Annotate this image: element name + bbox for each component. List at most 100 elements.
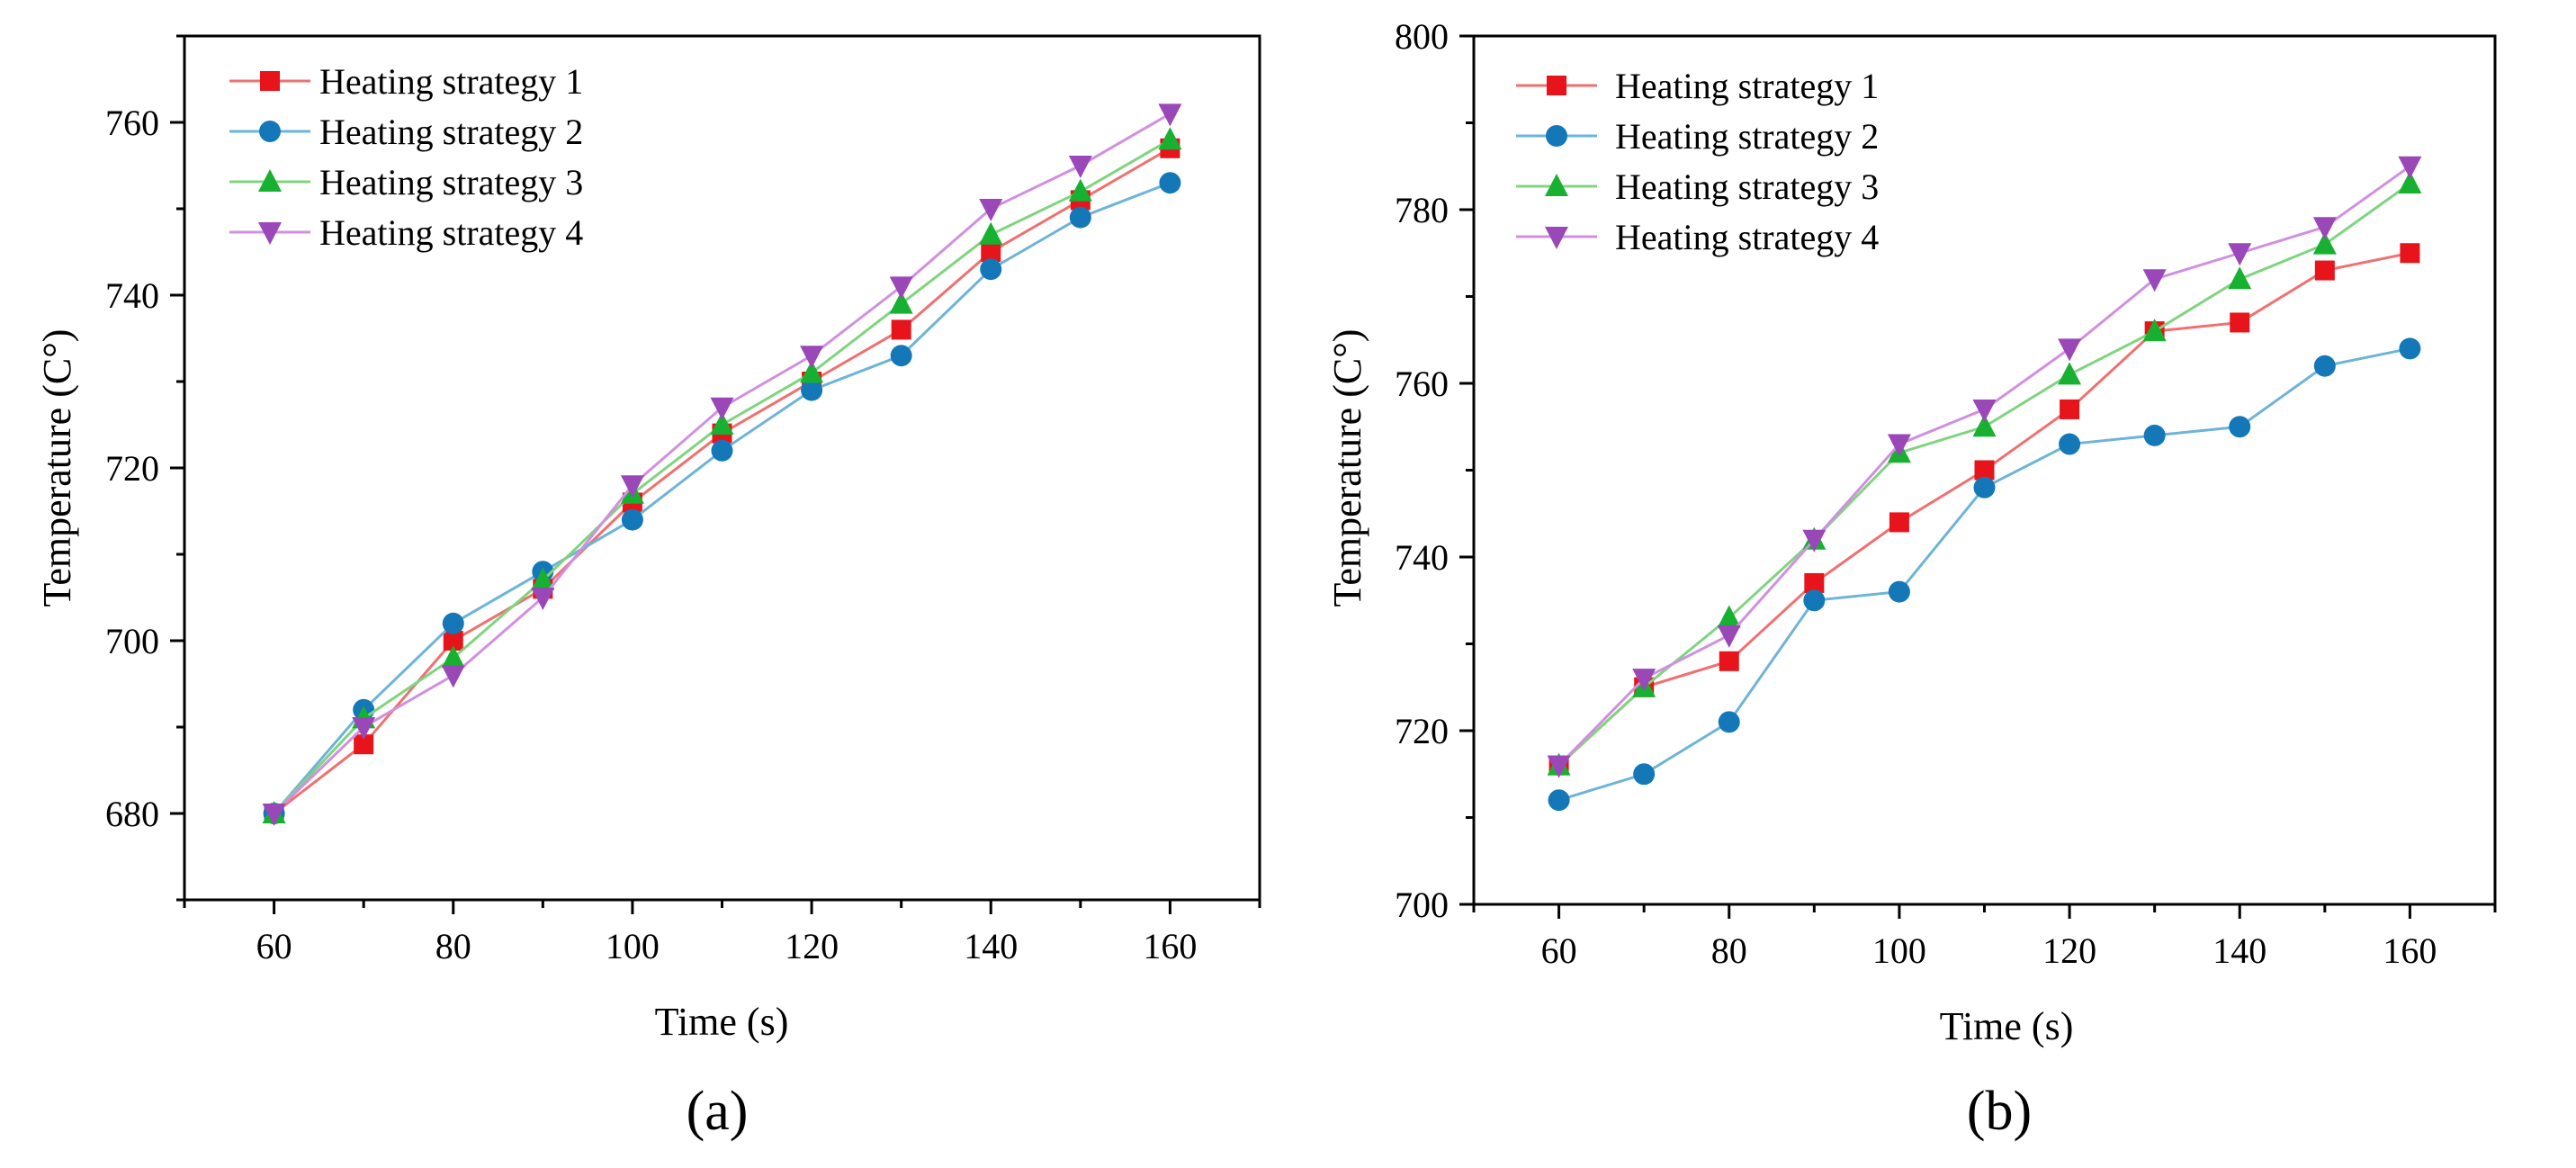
legend-item: Heating strategy 3 xyxy=(1516,166,1879,207)
y-tick-label: 800 xyxy=(1395,16,1449,57)
x-tick-label: 160 xyxy=(2383,930,2437,971)
series-2 xyxy=(263,172,1181,824)
panel-label-a: (a) xyxy=(687,1081,749,1142)
x-tick-label: 140 xyxy=(2212,930,2266,971)
data-point xyxy=(889,291,913,314)
data-point xyxy=(352,717,376,740)
data-point xyxy=(354,734,374,755)
legend-marker xyxy=(1547,76,1566,95)
legend-b: Heating strategy 1 Heating strategy 2 Heat… xyxy=(1516,66,1879,257)
y-tick-label: 680 xyxy=(105,794,159,834)
legend-item: Heating strategy 2 xyxy=(229,112,583,152)
series-4 xyxy=(1547,156,2422,778)
data-point xyxy=(2313,355,2336,377)
data-point xyxy=(1803,589,1826,612)
x-tick-label: 80 xyxy=(1711,930,1747,971)
legend-label: Heating strategy 2 xyxy=(1615,116,1879,157)
data-point xyxy=(711,439,733,462)
data-point xyxy=(1633,763,1656,786)
data-point xyxy=(442,612,464,634)
y-tick-label: 700 xyxy=(105,621,159,661)
data-point xyxy=(2230,312,2250,333)
legend-item: Heating strategy 2 xyxy=(1516,116,1879,157)
data-point xyxy=(1972,399,1997,422)
data-point xyxy=(1804,572,1825,593)
data-point xyxy=(1889,512,1909,533)
data-point xyxy=(2399,337,2421,360)
data-point xyxy=(979,199,1003,221)
data-point xyxy=(1717,624,1741,648)
legend-label: Heating strategy 3 xyxy=(1615,166,1879,207)
x-tick-label: 100 xyxy=(1872,930,1926,971)
x-tick-label: 120 xyxy=(785,926,839,966)
data-point xyxy=(1719,651,1739,671)
data-point xyxy=(710,412,734,435)
x-tick-label: 140 xyxy=(964,926,1018,966)
chart-panel-a: 60 80 100 120 140 160 680 700 720 740 760 Heating … xyxy=(35,34,1261,1142)
legend-label: Heating strategy 3 xyxy=(319,162,583,202)
legend-item: Heating strategy 4 xyxy=(229,212,583,253)
data-point xyxy=(1973,476,1996,499)
data-point xyxy=(2060,399,2080,419)
data-point xyxy=(262,804,286,826)
data-point xyxy=(1632,669,1656,692)
data-point xyxy=(801,379,823,401)
tick-labels-a: 60 80 100 120 140 160 680 700 720 740 760 xyxy=(105,103,1197,966)
data-point xyxy=(1158,103,1182,127)
tick-labels-b: 60 80 100 120 140 160 700 720 740 760 780 800 xyxy=(1395,16,2437,971)
data-point xyxy=(1972,414,1997,437)
data-point xyxy=(441,665,465,688)
x-axis-title-b: Time (s) xyxy=(1940,1004,2074,1048)
data-point xyxy=(621,508,643,531)
data-point xyxy=(1159,172,1181,194)
chart-panel-b: 60 80 100 120 140 160 700 720 740 760 780 800 Heati… xyxy=(1325,16,2497,1142)
data-point xyxy=(2142,269,2167,292)
legend-label: Heating strategy 1 xyxy=(1615,66,1879,106)
x-tick-label: 80 xyxy=(435,926,471,966)
legend-marker xyxy=(258,222,282,245)
data-point xyxy=(531,567,555,590)
data-point xyxy=(2229,416,2251,438)
data-point xyxy=(531,588,555,610)
data-point xyxy=(710,397,734,420)
series-line xyxy=(273,181,1171,814)
data-point xyxy=(2228,266,2252,290)
series-layer-b xyxy=(1547,156,2422,812)
legend-marker xyxy=(258,169,282,192)
data-point xyxy=(979,221,1003,245)
series-line xyxy=(1557,251,2410,767)
data-point xyxy=(2143,424,2166,446)
data-point xyxy=(1547,755,1571,778)
series-2 xyxy=(1548,337,2421,812)
data-point xyxy=(981,242,1001,262)
data-point xyxy=(980,258,1002,281)
data-point xyxy=(1974,460,1995,481)
data-point xyxy=(891,319,911,340)
data-point xyxy=(1717,605,1741,628)
legend-item: Heating strategy 1 xyxy=(1516,66,1879,106)
data-point xyxy=(1802,529,1827,553)
y-tick-label: 700 xyxy=(1395,885,1449,925)
panel-label-b: (b) xyxy=(1967,1081,2032,1142)
y-tick-label: 780 xyxy=(1395,190,1449,230)
y-tick-label: 760 xyxy=(1395,364,1449,404)
data-point xyxy=(1888,580,1910,603)
legend-marker xyxy=(1546,125,1567,147)
data-point xyxy=(889,276,913,300)
series-4 xyxy=(262,103,1182,826)
y-tick-label: 720 xyxy=(1395,711,1449,751)
legend-label: Heating strategy 1 xyxy=(319,61,583,102)
data-point xyxy=(1068,178,1092,202)
data-point xyxy=(443,631,463,651)
legend-marker xyxy=(259,121,281,142)
data-point xyxy=(2398,171,2422,194)
data-point xyxy=(2400,243,2420,264)
data-point xyxy=(800,360,824,383)
data-point xyxy=(1887,434,1911,457)
ticks-b xyxy=(1459,34,2497,919)
x-axis-title-a: Time (s) xyxy=(655,1000,789,1044)
data-point xyxy=(2312,217,2337,240)
data-point xyxy=(1069,206,1091,229)
data-point xyxy=(2398,156,2422,179)
